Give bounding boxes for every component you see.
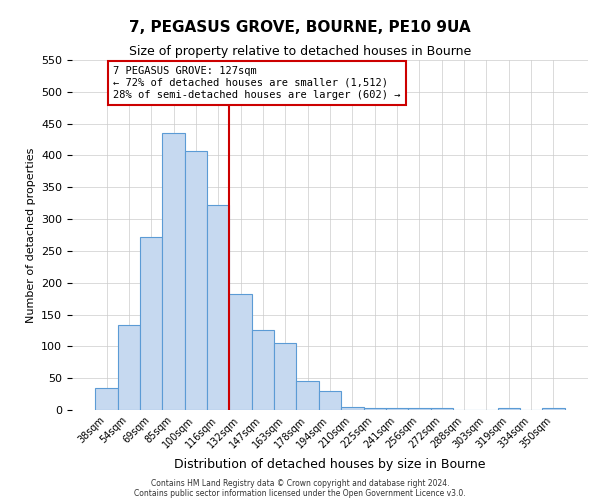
Bar <box>542 408 565 410</box>
Bar <box>95 388 118 410</box>
Bar <box>364 408 386 410</box>
Bar <box>229 294 252 410</box>
Text: Contains public sector information licensed under the Open Government Licence v3: Contains public sector information licen… <box>134 488 466 498</box>
Text: 7, PEGASUS GROVE, BOURNE, PE10 9UA: 7, PEGASUS GROVE, BOURNE, PE10 9UA <box>129 20 471 35</box>
Bar <box>296 380 319 410</box>
Bar <box>140 237 163 410</box>
Bar <box>497 408 520 410</box>
Bar <box>386 408 408 410</box>
Bar <box>163 133 185 410</box>
X-axis label: Distribution of detached houses by size in Bourne: Distribution of detached houses by size … <box>174 458 486 471</box>
Text: 7 PEGASUS GROVE: 127sqm
← 72% of detached houses are smaller (1,512)
28% of semi: 7 PEGASUS GROVE: 127sqm ← 72% of detache… <box>113 66 401 100</box>
Bar <box>185 151 207 410</box>
Text: Contains HM Land Registry data © Crown copyright and database right 2024.: Contains HM Land Registry data © Crown c… <box>151 478 449 488</box>
Y-axis label: Number of detached properties: Number of detached properties <box>26 148 35 322</box>
Bar <box>408 408 431 410</box>
Bar <box>252 330 274 410</box>
Bar <box>118 326 140 410</box>
Bar <box>207 205 229 410</box>
Bar <box>341 407 364 410</box>
Text: Size of property relative to detached houses in Bourne: Size of property relative to detached ho… <box>129 45 471 58</box>
Bar <box>431 408 453 410</box>
Bar <box>319 391 341 410</box>
Bar <box>274 343 296 410</box>
